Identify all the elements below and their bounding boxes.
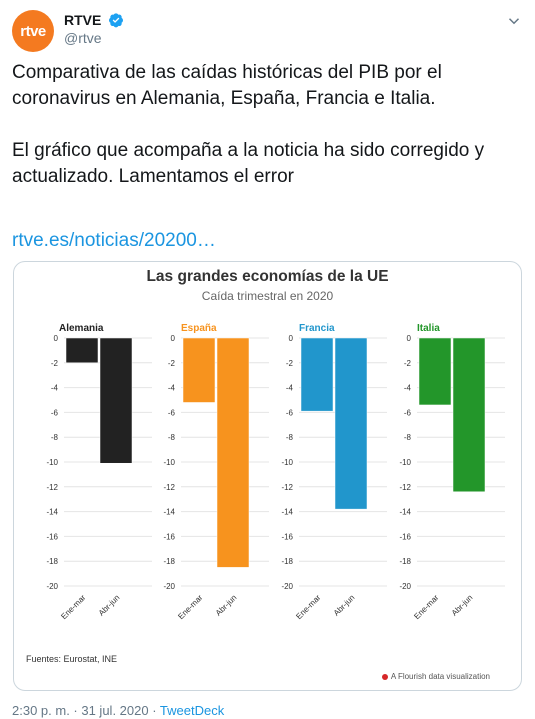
bar — [452, 337, 486, 493]
y-tick-label: -8 — [51, 433, 59, 442]
x-tick-label: Abr-jun — [214, 593, 239, 618]
y-tick-label: -6 — [286, 408, 294, 417]
client-link[interactable]: TweetDeck — [159, 703, 225, 718]
y-tick-label: -12 — [281, 483, 293, 492]
y-tick-label: -12 — [399, 483, 411, 492]
tweet-meta: 2:30 p. m. · 31 jul. 2020 · TweetDeck — [12, 703, 224, 718]
tweet-text: Comparativa de las caídas históricas del… — [12, 62, 485, 187]
y-tick-label: -16 — [281, 532, 293, 541]
y-tick-label: -12 — [163, 483, 175, 492]
x-tick-label: Ene-mar — [412, 593, 440, 621]
y-tick-label: -4 — [168, 384, 176, 393]
avatar[interactable]: rtve — [12, 10, 54, 52]
x-tick-label: Abr-jun — [450, 593, 475, 618]
bar — [418, 337, 452, 406]
y-tick-label: -18 — [163, 557, 175, 566]
flourish-credit[interactable]: A Flourish data visualization — [381, 672, 490, 681]
panel-title: Alemania — [59, 323, 104, 334]
chart-card[interactable]: Las grandes economías de la UE Caída tri… — [13, 261, 522, 691]
y-tick-label: -14 — [163, 508, 175, 517]
y-tick-label: -8 — [286, 433, 294, 442]
y-tick-label: -10 — [281, 458, 293, 467]
verified-badge-icon — [109, 13, 123, 28]
handle[interactable]: @rtve — [64, 30, 102, 46]
y-tick-label: -6 — [168, 408, 176, 417]
y-tick-label: 0 — [407, 334, 412, 343]
y-tick-label: -16 — [46, 532, 58, 541]
y-tick-label: -14 — [399, 508, 411, 517]
bar — [334, 337, 368, 510]
y-tick-label: -2 — [286, 359, 294, 368]
panel-title: España — [181, 323, 217, 334]
y-tick-label: -8 — [404, 433, 412, 442]
y-tick-label: -14 — [281, 508, 293, 517]
bar-chart: 0-2-4-6-8-10-12-14-16-18-20AlemaniaEne-m… — [46, 323, 505, 621]
y-tick-label: -16 — [163, 532, 175, 541]
y-tick-label: -18 — [281, 557, 293, 566]
y-tick-label: -4 — [51, 384, 59, 393]
y-tick-label: -20 — [399, 582, 411, 591]
chart-subtitle: Caída trimestral en 2020 — [201, 289, 334, 303]
y-tick-label: -6 — [404, 408, 412, 417]
panel-title: Italia — [417, 323, 440, 334]
y-tick-label: -2 — [168, 359, 176, 368]
x-tick-label: Abr-jun — [332, 593, 357, 618]
y-tick-label: -8 — [168, 433, 176, 442]
y-tick-label: 0 — [54, 334, 59, 343]
y-tick-label: -12 — [46, 483, 58, 492]
y-tick-label: 0 — [289, 334, 294, 343]
y-tick-label: -6 — [51, 408, 59, 417]
flourish-label: A Flourish data visualization — [390, 672, 490, 681]
x-tick-label: Abr-jun — [97, 593, 122, 618]
chevron-down-icon[interactable] — [505, 12, 523, 30]
display-name[interactable]: RTVE — [64, 12, 102, 28]
y-tick-label: -2 — [404, 359, 412, 368]
x-tick-label: Ene-mar — [59, 593, 87, 621]
y-tick-label: -18 — [399, 557, 411, 566]
y-tick-label: -4 — [404, 384, 412, 393]
source-text: Fuentes: Eurostat, INE — [26, 654, 118, 664]
y-tick-label: -14 — [46, 508, 58, 517]
flourish-logo-icon — [381, 673, 388, 680]
chart-title: Las grandes economías de la UE — [146, 268, 389, 285]
y-tick-label: -20 — [46, 582, 58, 591]
y-tick-label: -16 — [399, 532, 411, 541]
y-tick-label: -10 — [163, 458, 175, 467]
tweet-header: rtve RTVE @rtve — [12, 6, 523, 54]
y-tick-label: -10 — [399, 458, 411, 467]
bar — [216, 337, 250, 568]
bar — [300, 337, 334, 412]
y-tick-label: -20 — [281, 582, 293, 591]
y-tick-label: -4 — [286, 384, 294, 393]
y-tick-label: -10 — [46, 458, 58, 467]
panel-title: Francia — [299, 323, 335, 334]
timestamp[interactable]: 2:30 p. m. · 31 jul. 2020 · — [12, 703, 160, 718]
bar — [99, 337, 133, 464]
y-tick-label: -2 — [51, 359, 59, 368]
bar — [65, 337, 99, 364]
y-tick-label: -20 — [163, 582, 175, 591]
x-tick-label: Ene-mar — [176, 593, 204, 621]
x-tick-label: Ene-mar — [294, 593, 322, 621]
bar — [182, 337, 216, 403]
y-tick-label: 0 — [171, 334, 176, 343]
y-tick-label: -18 — [46, 557, 58, 566]
tweet-link[interactable]: rtve.es/noticias/20200… — [12, 230, 216, 251]
